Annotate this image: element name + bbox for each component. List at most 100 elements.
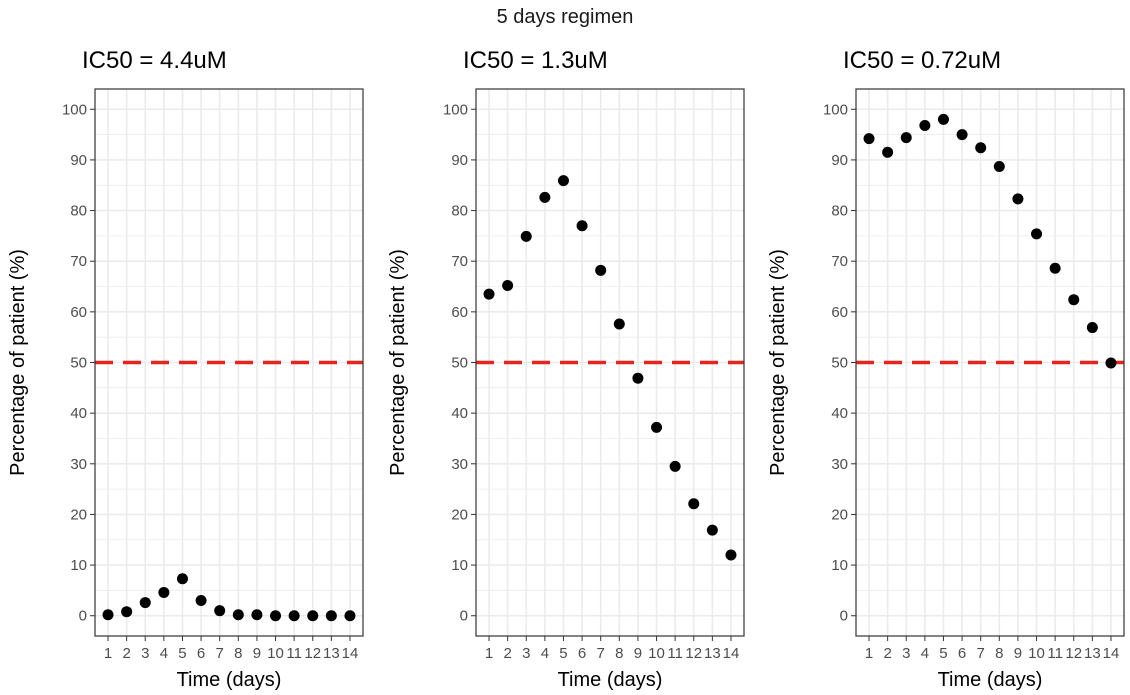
x-axis-label: Time (days) [177, 669, 282, 691]
x-tick-label: 3 [902, 645, 910, 662]
data-point [1068, 294, 1080, 306]
x-tick-label: 3 [522, 645, 530, 662]
y-tick-label: 30 [831, 456, 848, 473]
x-tick-label: 14 [723, 645, 740, 662]
y-tick-label: 60 [451, 304, 468, 321]
y-tick-label: 80 [451, 203, 468, 220]
data-point [1012, 193, 1024, 205]
y-tick-label: 10 [831, 557, 848, 574]
y-tick-label: 40 [70, 405, 87, 422]
y-tick-label: 30 [451, 456, 468, 473]
data-point [1031, 228, 1043, 240]
x-tick-label: 10 [1028, 645, 1045, 662]
x-tick-label: 9 [253, 645, 261, 662]
x-tick-label: 7 [597, 645, 605, 662]
x-tick-label: 1 [485, 645, 493, 662]
data-point [613, 318, 625, 330]
data-point [270, 610, 282, 622]
data-point [307, 610, 319, 622]
x-tick-label: 5 [939, 645, 947, 662]
y-tick-label: 20 [451, 506, 468, 523]
y-tick-label: 40 [831, 405, 848, 422]
data-point [102, 609, 114, 621]
data-point [557, 175, 569, 187]
x-tick-label: 4 [921, 645, 929, 662]
data-point [1105, 357, 1117, 369]
y-tick-label: 0 [840, 608, 848, 625]
data-point [1086, 322, 1098, 334]
data-point [483, 288, 495, 300]
y-tick-label: 50 [451, 355, 468, 372]
y-tick-label: 60 [70, 304, 87, 321]
panel-title: IC50 = 1.3uM [463, 47, 608, 74]
data-point [232, 609, 244, 621]
data-point [993, 160, 1005, 172]
x-tick-label: 5 [178, 645, 186, 662]
data-point [975, 142, 987, 154]
y-tick-label: 40 [451, 405, 468, 422]
data-point [863, 133, 875, 145]
x-tick-label: 3 [141, 645, 149, 662]
data-point [956, 129, 968, 141]
x-tick-label: 4 [160, 645, 168, 662]
y-axis-label: Percentage of patient (%) [387, 249, 409, 476]
data-point [251, 609, 263, 621]
x-tick-label: 1 [865, 645, 873, 662]
x-tick-label: 6 [578, 645, 586, 662]
data-point [669, 460, 681, 472]
x-tick-label: 13 [704, 645, 721, 662]
data-point [195, 595, 207, 607]
x-tick-label: 7 [977, 645, 985, 662]
y-tick-label: 90 [831, 152, 848, 169]
x-tick-label: 4 [541, 645, 549, 662]
y-tick-label: 90 [451, 152, 468, 169]
x-tick-label: 13 [323, 645, 340, 662]
x-tick-label: 10 [267, 645, 284, 662]
x-tick-label: 13 [1084, 645, 1101, 662]
y-tick-label: 70 [70, 253, 87, 270]
data-point [1049, 262, 1061, 274]
x-tick-label: 6 [958, 645, 966, 662]
x-tick-label: 9 [634, 645, 642, 662]
x-tick-label: 9 [1014, 645, 1022, 662]
y-tick-label: 20 [831, 506, 848, 523]
y-tick-label: 70 [831, 253, 848, 270]
y-tick-label: 90 [70, 152, 87, 169]
data-point [937, 113, 949, 125]
x-tick-label: 8 [995, 645, 1003, 662]
data-point [176, 573, 188, 585]
y-axis-label: Percentage of patient (%) [767, 249, 789, 476]
x-tick-label: 14 [342, 645, 359, 662]
x-tick-label: 11 [667, 645, 683, 662]
data-point [344, 610, 356, 622]
x-tick-label: 1 [104, 645, 112, 662]
x-tick-label: 5 [559, 645, 567, 662]
data-point [919, 119, 931, 131]
y-axis-label: Percentage of patient (%) [7, 249, 29, 476]
data-point [632, 372, 644, 384]
data-point [539, 191, 551, 203]
data-point [325, 610, 337, 622]
y-tick-label: 70 [451, 253, 468, 270]
data-point [502, 280, 514, 292]
figure-suptitle: 5 days regimen [496, 6, 634, 28]
x-tick-label: 8 [615, 645, 623, 662]
data-point [214, 605, 226, 617]
x-tick-label: 8 [234, 645, 242, 662]
y-tick-label: 100 [443, 101, 468, 118]
y-tick-label: 100 [62, 101, 87, 118]
y-tick-label: 50 [831, 355, 848, 372]
y-tick-label: 30 [70, 456, 87, 473]
x-tick-label: 11 [1047, 645, 1063, 662]
y-tick-label: 80 [70, 203, 87, 220]
data-point [651, 421, 663, 433]
x-tick-label: 11 [286, 645, 302, 662]
data-point [706, 524, 718, 536]
data-point [121, 606, 133, 618]
x-tick-label: 7 [216, 645, 224, 662]
y-tick-label: 60 [831, 304, 848, 321]
y-tick-label: 10 [451, 557, 468, 574]
